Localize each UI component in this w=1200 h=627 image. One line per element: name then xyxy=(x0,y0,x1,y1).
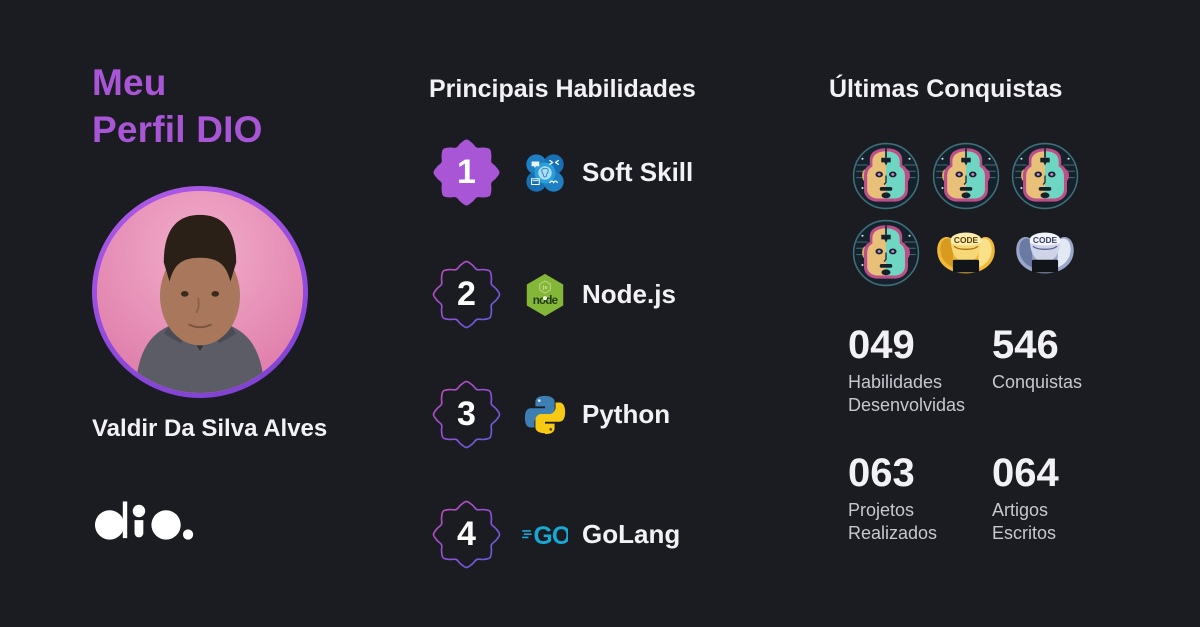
svg-text:GO: GO xyxy=(534,523,569,550)
svg-text:js: js xyxy=(542,284,548,290)
